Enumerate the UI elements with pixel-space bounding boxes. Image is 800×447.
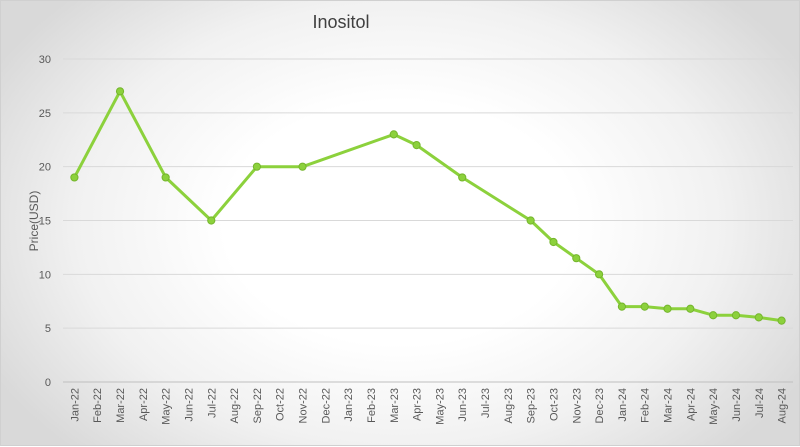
y-tick-label: 5 — [45, 323, 51, 335]
x-tick-label: Jun-24 — [731, 388, 743, 422]
y-tick-label: 15 — [39, 216, 51, 228]
data-point-marker — [115, 87, 125, 96]
x-tick-label: Nov-23 — [571, 388, 583, 423]
data-point-marker — [572, 254, 581, 263]
gridlines — [63, 58, 793, 383]
x-tick-label: May-24 — [708, 388, 720, 425]
y-axis-title: Price(USD) — [27, 191, 41, 252]
x-tick-label: Apr-22 — [138, 388, 150, 421]
data-point-marker — [709, 311, 718, 320]
x-tick-label: Jan-23 — [343, 388, 355, 422]
x-tick-label: Apr-24 — [685, 388, 697, 421]
x-tick-label: Jul-22 — [206, 388, 218, 418]
data-point-marker — [777, 316, 786, 325]
data-point-marker — [252, 162, 262, 171]
x-tick-label: Jan-22 — [69, 388, 81, 422]
data-point-marker — [70, 173, 79, 182]
x-tick-label: Aug-22 — [229, 388, 241, 423]
x-tick-label: Apr-23 — [412, 388, 424, 421]
y-tick-label: 25 — [39, 108, 51, 120]
x-tick-label: Sep-22 — [252, 388, 264, 423]
x-tick-label: Aug-23 — [503, 388, 515, 423]
x-tick-label: Jul-24 — [754, 388, 766, 418]
x-axis-ticks: Jan-22 Feb-22 Mar-22 Apr-22 May-22 Jun-22 Jul-… — [69, 388, 788, 425]
x-tick-label: Jan-24 — [617, 388, 629, 422]
data-point-marker — [686, 304, 695, 313]
data-point-marker — [207, 216, 216, 225]
x-tick-label: Jun-22 — [183, 388, 195, 422]
x-tick-label: Dec-23 — [594, 388, 606, 423]
x-tick-label: Dec-22 — [320, 388, 332, 423]
data-point-marker — [754, 313, 763, 322]
x-tick-label: Mar-24 — [663, 388, 675, 423]
series-line — [72, 89, 784, 323]
x-tick-label: Feb-24 — [640, 388, 652, 423]
y-tick-label: 20 — [39, 162, 51, 174]
x-tick-label: Feb-22 — [92, 388, 104, 423]
x-tick-label: May-23 — [434, 388, 446, 425]
x-tick-label: Oct-22 — [275, 388, 287, 421]
x-tick-label: Oct-23 — [548, 388, 560, 421]
data-point-marker — [298, 162, 307, 171]
x-tick-label: Mar-22 — [115, 388, 127, 423]
x-tick-label: Aug-24 — [777, 388, 789, 423]
y-axis-ticks: 0 5 10 15 20 25 30 — [39, 54, 51, 389]
x-tick-label: May-22 — [161, 388, 173, 425]
x-tick-label: Jul-23 — [480, 388, 492, 418]
x-tick-label: Sep-23 — [526, 388, 538, 423]
series-markers — [70, 87, 786, 325]
data-point-marker — [412, 141, 421, 150]
x-tick-label: Mar-23 — [389, 388, 401, 423]
data-point-marker — [731, 311, 741, 320]
x-tick-label: Jun-23 — [457, 388, 469, 422]
data-point-marker — [389, 130, 398, 139]
y-tick-label: 10 — [39, 269, 51, 281]
data-point-marker — [640, 302, 649, 311]
y-tick-label: 30 — [39, 54, 51, 66]
data-point-marker — [526, 216, 535, 225]
data-point-marker — [617, 302, 627, 311]
data-point-marker — [161, 173, 170, 182]
y-tick-label: 0 — [45, 377, 51, 389]
data-point-marker — [594, 270, 604, 279]
x-tick-label: Nov-22 — [298, 388, 310, 423]
chart-title: Inositol — [312, 12, 369, 32]
data-point-marker — [458, 173, 467, 182]
data-point-marker — [663, 304, 672, 313]
data-point-marker — [549, 237, 558, 247]
x-tick-label: Feb-23 — [366, 388, 378, 423]
